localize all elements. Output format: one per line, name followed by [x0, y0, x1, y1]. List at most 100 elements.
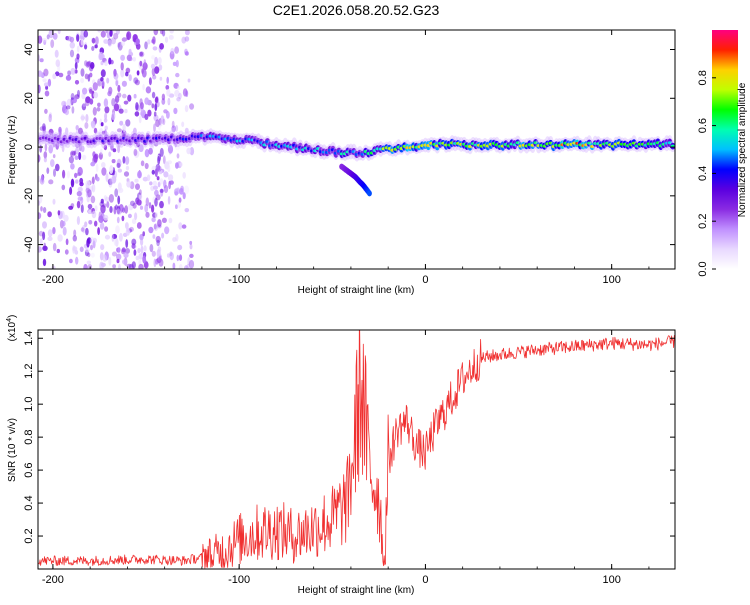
spectrogram-noise-cell [138, 144, 144, 153]
spectrogram-noise-cell [111, 98, 116, 107]
spectrogram-noise-cell [124, 108, 128, 114]
spectrogram-noise-cell [158, 255, 162, 263]
spectrogram-noise-cell [154, 168, 158, 178]
figure-title: C2E1.2026.058.20.52.G23 [273, 2, 440, 18]
spectrogram-noise-cell [64, 249, 69, 255]
spectrogram-noise-cell [167, 174, 174, 181]
spectrogram-noise-cell [148, 226, 154, 234]
spectrogram-noise-cell [155, 119, 160, 128]
spectrogram-noise-cell [68, 156, 74, 164]
x-tick-label: 0 [422, 574, 428, 586]
spectrogram-noise-cell [175, 59, 179, 68]
spectrogram-noise-cell [80, 227, 85, 232]
spectrogram-noise-cell [159, 210, 164, 216]
spectrogram-noise-cell [100, 69, 106, 78]
spectrogram-noise-cell [182, 88, 188, 97]
spectrogram-noise-cell [123, 252, 129, 258]
spectrogram-noise-cell [101, 130, 106, 135]
spectrogram-noise-cell [44, 108, 48, 114]
spectrogram-noise-cell [104, 226, 109, 232]
spectrogram-noise-cell [184, 208, 190, 213]
spectrogram-noise-cell [98, 215, 104, 223]
spectrogram-noise-cell [123, 171, 130, 177]
y-tick-label: 1.2 [23, 364, 35, 379]
spectrogram-noise-cell [153, 258, 157, 268]
spectrogram-noise-cell [121, 37, 128, 42]
spectrogram-ridge-core [590, 145, 595, 148]
spectrogram-noise-cell [139, 60, 143, 67]
spectrogram-noise-cell [44, 143, 48, 152]
spectrogram-noise-cell [104, 125, 108, 131]
y-tick-label: -20 [23, 188, 35, 204]
spectrogram-noise-cell [93, 154, 98, 163]
spectrogram-ridge-core [667, 141, 672, 145]
spectrogram-noise-cell [144, 41, 148, 50]
y-tick-label: 1.4 [23, 331, 35, 346]
spectrogram-noise-cell [94, 44, 98, 49]
spectrogram-noise-cell [80, 145, 85, 152]
spectrogram-ridge-core [143, 139, 148, 143]
spectrogram-noise-cell [152, 180, 157, 187]
spectrogram-noise-cell [122, 207, 126, 213]
spectrogram-noise-cell [74, 250, 79, 255]
spectrogram-noise-cell [161, 217, 167, 223]
spectrogram-noise-cell [140, 160, 145, 167]
spectrogram-noise-cell [72, 245, 76, 254]
spectrogram-noise-cell [189, 244, 193, 250]
spectrogram-noise-cell [82, 154, 87, 161]
spectrogram-noise-cell [159, 178, 164, 185]
spectrogram-noise-cell [50, 39, 55, 48]
spectrogram-noise-cell [174, 89, 180, 97]
spectrogram-noise-cell [90, 120, 96, 129]
spectrogram-noise-cell [87, 189, 92, 198]
spectrogram-noise-cell [100, 60, 104, 66]
spectrogram-noise-cell [167, 195, 171, 205]
spectrogram-noise-cell [140, 238, 144, 246]
spectrogram-noise-cell [126, 31, 132, 41]
spectrogram-noise-cell [145, 211, 150, 218]
spectrogram-noise-cell [69, 258, 73, 264]
spectrogram-noise-cell [161, 232, 165, 239]
spectrogram-noise-cell [157, 57, 162, 65]
spectrogram-noise-cell [57, 30, 61, 34]
spectrogram-noise-cell [175, 162, 179, 169]
spectrogram-noise-cell [41, 174, 44, 183]
spectrogram-noise-cell [80, 68, 85, 77]
x-tick-label: -200 [42, 274, 64, 286]
colorbar-tick-label: 0.4 [697, 166, 709, 181]
spectrogram-noise-cell [178, 254, 183, 261]
spectrogram-noise-cell [76, 216, 80, 225]
spectrogram-noise-cell [70, 67, 76, 75]
snr-x-ticks: -200 -100 0 100 [42, 330, 650, 586]
spectrogram-noise-cell [101, 80, 105, 87]
spectrogram-noise-cell [116, 253, 122, 261]
spectrogram-noise-cell [91, 210, 97, 219]
spectrogram-frame [37, 29, 676, 270]
spectrogram-noise-cell [178, 264, 183, 269]
spectrogram-noise-cell [111, 111, 116, 121]
spectrogram-noise-cell [122, 156, 126, 164]
spectrogram-noise-cell [121, 80, 127, 87]
spectrogram-noise-cell [97, 30, 102, 33]
spectrogram-noise-cell [97, 227, 100, 236]
spectrogram-noise-cell [90, 195, 96, 204]
spectrogram-noise-cell [147, 39, 151, 45]
spectrogram-noise-cell [42, 38, 48, 43]
spectrogram-noise-cell [129, 226, 134, 232]
spectrogram-noise-cell [67, 70, 71, 76]
spectrogram-noise-cell [130, 200, 135, 206]
spectrogram-ridge-core [265, 140, 270, 144]
spectrogram-noise-cell [139, 102, 144, 110]
spectrogram-noise-cell [99, 128, 104, 137]
spectrogram-noise-cell [43, 82, 49, 87]
spectrogram-noise-cell [53, 168, 56, 177]
y-tick-label: 40 [23, 43, 35, 55]
spectrogram-noise-cell [115, 80, 119, 87]
spectrogram-noise-cell [84, 248, 90, 253]
spectrogram-noise-cell [80, 114, 85, 122]
spectrogram-noise-cell [52, 32, 58, 40]
spectrogram-noise-cell [117, 145, 121, 154]
y-tick-label: 0.4 [23, 495, 35, 510]
spectrogram-noise-cell [138, 253, 144, 260]
